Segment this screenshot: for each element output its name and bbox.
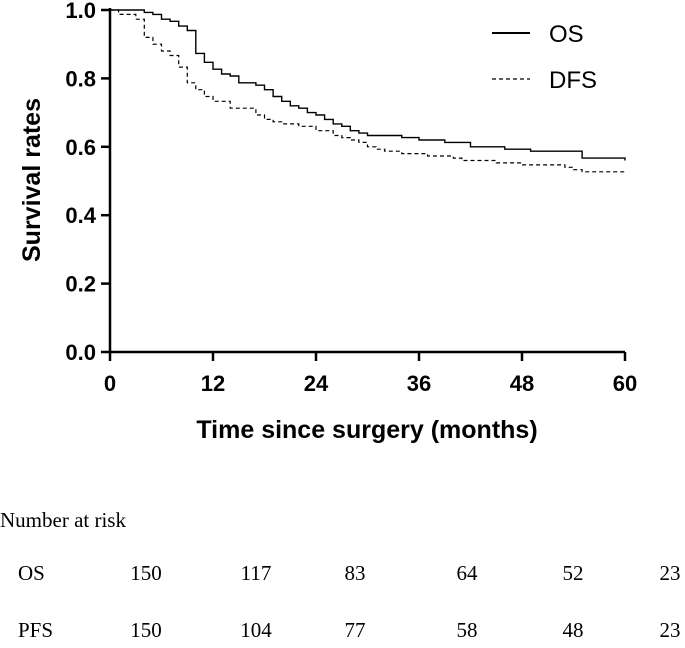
legend-label-dfs: DFS [549,67,597,94]
risk-cell: 117 [240,561,272,585]
y-tick-label: 0.6 [65,135,96,160]
y-tick-label: 0.4 [65,203,96,228]
series-line-dfs [110,9,626,174]
risk-cell: 104 [240,618,272,642]
series-group [110,9,626,174]
x-tick-label: 0 [104,371,116,396]
risk-table-title: Number at risk [0,508,126,532]
x-tick-label: 12 [201,371,225,396]
risk-cell: 23 [659,561,681,585]
y-tick-label: 0.0 [65,340,96,365]
y-tick-label: 0.8 [65,66,96,91]
risk-cell: 150 [130,561,162,585]
risk-table: Number at risk OS 150 117 83 64 52 23 PF… [0,455,685,647]
x-tick-label: 36 [407,371,431,396]
x-axis-title: Time since surgery (months) [196,416,537,444]
risk-cell: 83 [344,561,366,585]
risk-cell: 23 [659,618,681,642]
risk-cell: 52 [562,561,584,585]
risk-cell: 48 [562,618,584,642]
risk-row-os: OS 150 117 83 64 52 23 [0,561,685,591]
y-axis-title: Survival rates [18,98,46,262]
risk-row-label: PFS [18,618,54,642]
x-tick-label: 60 [613,371,637,396]
risk-cell: 58 [456,618,478,642]
risk-row-label: OS [18,561,45,585]
series-line-os [110,9,626,161]
y-tick-label: 0.2 [65,272,96,297]
x-tick-label: 24 [304,371,329,396]
x-axis-ticks: 0 12 24 36 48 60 [104,352,637,396]
legend: OS DFS [492,21,597,94]
y-tick-label: 1.0 [65,0,96,23]
risk-cell: 150 [130,618,162,642]
x-tick-label: 48 [510,371,534,396]
survival-chart: 0.0 0.2 0.4 0.6 0.8 1.0 0 12 24 36 48 60 Survival … [18,0,637,444]
y-axis-ticks: 0.0 0.2 0.4 0.6 0.8 1.0 [65,0,110,365]
risk-cell: 77 [344,618,366,642]
legend-label-os: OS [549,21,584,48]
risk-row-pfs: PFS 150 104 77 58 48 23 [0,618,685,648]
risk-cell: 64 [456,561,478,585]
